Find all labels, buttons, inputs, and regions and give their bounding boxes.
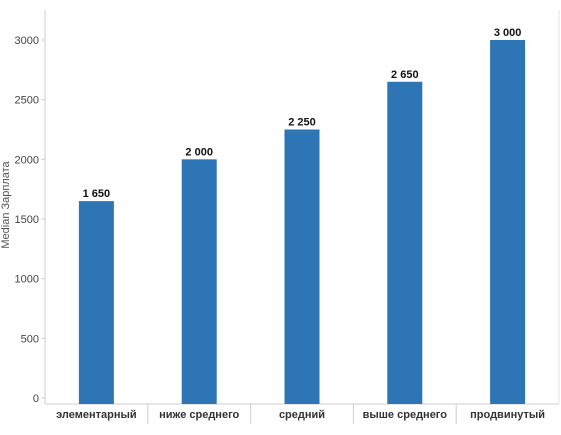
bar-value-label: 1 650	[83, 188, 111, 200]
y-tick-label: 2500	[15, 95, 39, 107]
bar-value-label: 2 250	[288, 117, 316, 129]
x-tick-label: выше среднего	[363, 409, 448, 421]
bar-3[interactable]	[284, 129, 320, 405]
x-axis: элементарный ниже среднего средний выше сре…	[56, 404, 545, 424]
y-tick-label: 0	[33, 393, 39, 405]
bar-value-label: 2 000	[185, 146, 213, 158]
bar-value-label: 2 650	[391, 69, 419, 81]
y-axis: 0 500 1000 1500 2000 2500 3000	[15, 35, 45, 405]
y-tick-label: 2000	[15, 154, 39, 166]
bar-2[interactable]	[181, 159, 217, 404]
y-axis-title: Median Зарплата	[0, 160, 12, 248]
y-tick-label: 3000	[15, 35, 39, 47]
x-tick-label: ниже среднего	[159, 409, 239, 421]
bar-5[interactable]	[490, 40, 526, 404]
bar-1[interactable]	[78, 201, 114, 404]
bar-value-label: 3 000	[494, 27, 522, 39]
y-tick-label: 1000	[15, 274, 39, 286]
y-tick-label: 500	[21, 333, 39, 345]
x-tick-label: элементарный	[56, 409, 137, 421]
x-tick-label: продвинутый	[470, 409, 545, 421]
bars-group	[78, 40, 526, 405]
value-labels-group: 1 650 2 000 2 250 2 650 3 000	[83, 27, 522, 200]
bar-4[interactable]	[387, 81, 423, 405]
y-tick-label: 1500	[15, 214, 39, 226]
x-tick-label: средний	[279, 409, 325, 421]
